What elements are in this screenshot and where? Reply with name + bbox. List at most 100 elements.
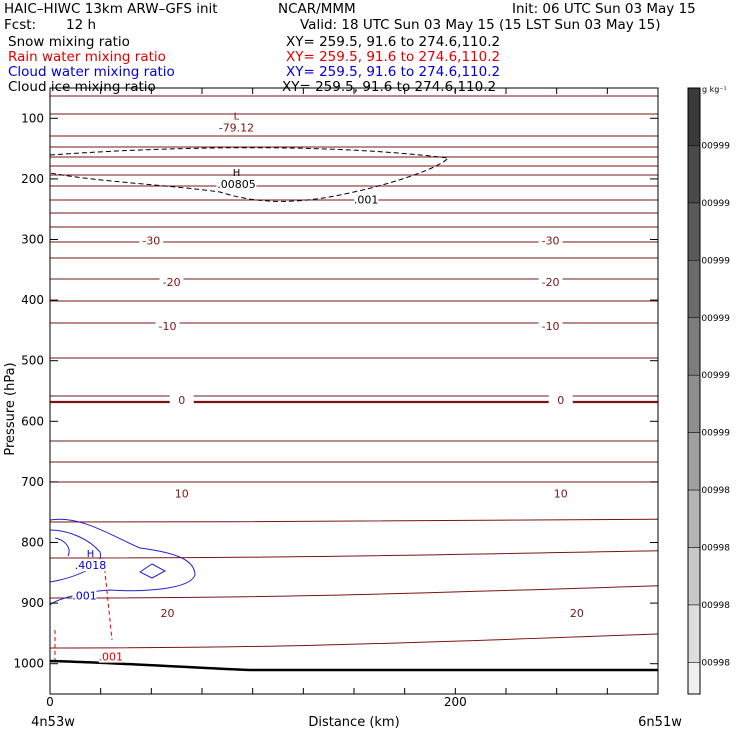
temperature-label-bg [548, 393, 573, 407]
colorbar-tick-label: .00998 [699, 486, 731, 496]
temperature-label: -30 [542, 235, 560, 248]
contour-label-bg [354, 193, 379, 206]
forecast-label: Fcst: [4, 17, 37, 33]
colorbar-segment [687, 87, 701, 146]
isotherm-line [49, 633, 659, 649]
field-xy-cloud-ice: XY= 259.5, 91.6 to 274.6,110.2 [282, 79, 497, 95]
organization-label: NCAR/MMM [278, 1, 356, 17]
extremum-value-bg [70, 559, 111, 572]
y-tick-label: 900 [21, 596, 44, 610]
contour-label: .001 [72, 589, 97, 602]
terrain-line [49, 659, 658, 672]
y-tick-label: 300 [21, 233, 44, 247]
field-xy-snow: XY= 259.5, 91.6 to 274.6,110.2 [286, 34, 501, 50]
temperature-label-bg [155, 605, 180, 619]
mixing-ratio-contours [49, 147, 449, 660]
y-tick-label: 800 [21, 536, 44, 550]
plot-border [49, 87, 659, 695]
contour-label: .001 [354, 194, 379, 207]
temperature-label-bg [538, 274, 563, 288]
cloud-water-contour-small [139, 563, 167, 579]
field-name-snow: Snow mixing ratio [8, 34, 130, 50]
isotherm-line [49, 518, 659, 523]
extremum-value-bg [216, 177, 257, 190]
temperature-label-bg [155, 319, 180, 333]
temperature-label-bg [159, 274, 184, 288]
colorbar-tick-label: .00999 [699, 314, 731, 324]
extremum-marker: H [87, 549, 95, 560]
init-time: Init: 06 UTC Sun 03 May 15 [512, 1, 696, 17]
colorbar-tick-label: .00999 [699, 199, 731, 209]
rain-water-contour [103, 561, 113, 641]
colorbar-tick-label: .00998 [699, 544, 731, 554]
extremum-marker: H [233, 168, 241, 179]
x-start-label: 4n53w [31, 715, 75, 730]
x-axis-label: Distance (km) [308, 715, 399, 730]
valid-time: Valid: 18 UTC Sun 03 May 15 (15 LST Sun … [300, 17, 661, 33]
isotherm-line [49, 585, 659, 599]
temperature-label-bg [169, 393, 194, 407]
extremum-marker: L [234, 112, 240, 123]
field-xy-cloud-water: XY= 259.5, 91.6 to 274.6,110.2 [286, 64, 501, 80]
extremum-value: .00805 [217, 178, 256, 191]
y-tick-label: 200 [21, 172, 44, 186]
temperature-label: -30 [142, 235, 160, 248]
temperature-label: -10 [159, 320, 177, 333]
temperature-label: 0 [178, 394, 185, 407]
colorbar-unit: g kg⁻¹ [702, 85, 727, 94]
field-xy-rain: XY= 259.5, 91.6 to 274.6,110.2 [286, 49, 501, 65]
contour-label: .001 [99, 651, 124, 664]
temperature-label: 20 [161, 607, 175, 620]
colorbar-tick-label: .00999 [699, 141, 731, 151]
temperature-label-bg [564, 605, 589, 619]
y-axis-label: Pressure (hPa) [3, 362, 18, 455]
colorbar-segment [687, 547, 701, 606]
cloud-water-contour-inner [54, 537, 70, 557]
y-tick-label: 400 [21, 293, 44, 307]
colorbar-segment [687, 145, 701, 204]
colorbar-segment [687, 432, 701, 491]
colorbar-segment [687, 604, 701, 663]
forecast-hour: 12 h [66, 17, 97, 33]
colorbar-border [687, 87, 701, 695]
colorbar-tick-label: .00999 [699, 429, 731, 439]
model-title: HAIC–HIWC 13km ARW–GFS init [4, 1, 218, 17]
extremum-value-bg [216, 121, 257, 134]
plot-frame [49, 87, 659, 695]
temperature-label: 20 [570, 607, 584, 620]
colorbar-tick-label: .00999 [699, 371, 731, 381]
temperature-label-bg [538, 233, 563, 247]
colorbar-segment [687, 489, 701, 548]
colorbar: .00999 .00999 .00999 .00999 .00999 .00999 .009… [687, 85, 731, 695]
temperature-label: 0 [557, 394, 564, 407]
cloud-water-contour-mid [49, 529, 102, 583]
field-name-cloud-ice: Cloud ice mixing ratio [8, 79, 156, 95]
temperature-label: -20 [542, 276, 560, 289]
temperature-label-bg [139, 233, 164, 247]
colorbar-segment [687, 317, 701, 376]
temperature-label-bg [538, 319, 563, 333]
x-tick-label: 200 [444, 695, 467, 709]
temperature-label-bg [548, 486, 573, 500]
contour-label-bg [98, 650, 123, 663]
y-tick-label: 1000 [13, 657, 44, 671]
y-tick-label: 600 [21, 414, 44, 428]
x-end-label: 6n51w [638, 715, 682, 730]
colorbar-tick-label: .00999 [699, 256, 731, 266]
temperature-label-bg [169, 486, 194, 500]
y-tick-label: 500 [21, 354, 44, 368]
temperature-label: -10 [542, 320, 560, 333]
colorbar-segment [687, 374, 701, 433]
x-tick-label: 0 [46, 695, 54, 709]
isotherm-lines [49, 95, 659, 649]
terrain-surface-line [49, 659, 658, 672]
temperature-label: 10 [554, 487, 568, 500]
extremum-value: .4018 [75, 559, 107, 572]
y-tick-label: 100 [21, 111, 44, 125]
temperature-label: -20 [163, 276, 181, 289]
colorbar-segment [687, 202, 701, 261]
extremum-value: -79.12 [219, 122, 254, 135]
cloud-ice-contour [49, 147, 449, 202]
